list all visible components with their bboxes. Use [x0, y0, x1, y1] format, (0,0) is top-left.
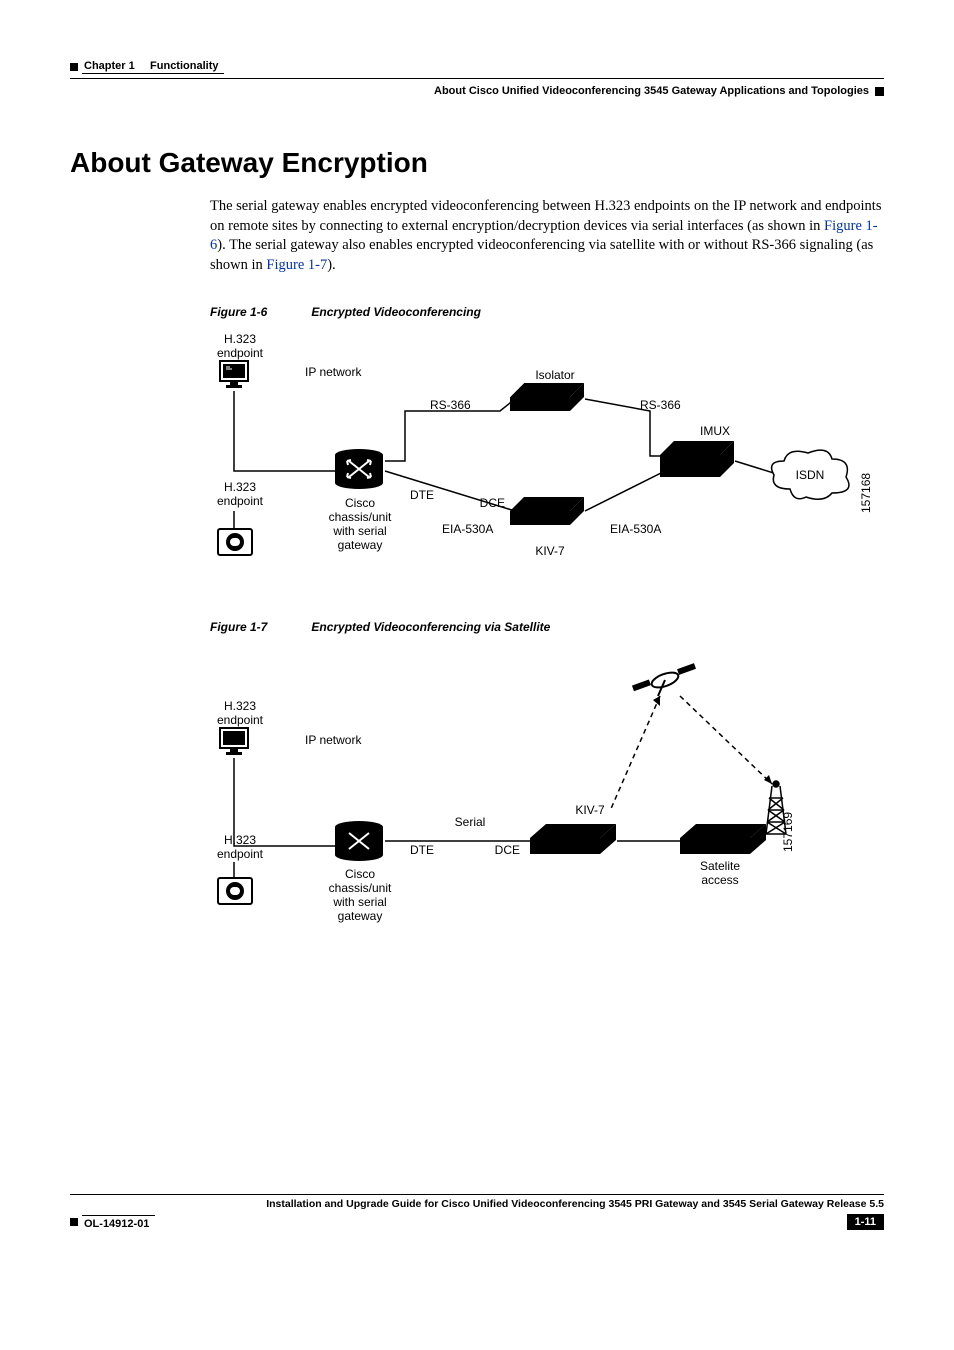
svg-text:DCE: DCE: [480, 496, 505, 510]
section-header: About Cisco Unified Videoconferencing 35…: [434, 85, 869, 97]
svg-text:157168: 157168: [859, 473, 870, 513]
figure-7-diagram: H.323 endpoint IP network H.323 endpoint: [210, 646, 884, 951]
svg-text:IP network: IP network: [305, 733, 362, 747]
svg-text:with serial: with serial: [332, 895, 386, 909]
svg-text:DTE: DTE: [410, 843, 434, 857]
svg-text:Satelite: Satelite: [700, 859, 740, 873]
svg-text:DCE: DCE: [495, 843, 520, 857]
body-paragraph: The serial gateway enables encrypted vid…: [210, 197, 884, 275]
svg-text:KIV-7: KIV-7: [575, 803, 605, 817]
figure-6-caption: Figure 1-6Encrypted Videoconferencing: [210, 305, 884, 319]
footer-ornament: [70, 1218, 78, 1226]
svg-text:Cisco: Cisco: [345, 867, 375, 881]
svg-text:RS-366: RS-366: [640, 398, 681, 412]
svg-text:endpoint: endpoint: [217, 713, 264, 727]
svg-text:access: access: [701, 873, 738, 887]
header-ornament-right: [875, 87, 884, 96]
svg-text:ISDN: ISDN: [796, 468, 825, 482]
footer-doc-title: Installation and Upgrade Guide for Cisco…: [70, 1198, 884, 1210]
figure-7-caption: Figure 1-7Encrypted Videoconferencing vi…: [210, 620, 884, 634]
svg-text:chassis/unit: chassis/unit: [329, 881, 392, 895]
svg-text:H.323: H.323: [224, 480, 256, 494]
page-title: About Gateway Encryption: [70, 147, 884, 179]
svg-text:H.323: H.323: [224, 833, 256, 847]
svg-text:H.323: H.323: [224, 332, 256, 346]
svg-text:EIA-530A: EIA-530A: [442, 522, 493, 536]
svg-text:gateway: gateway: [338, 909, 383, 923]
svg-text:H.323: H.323: [224, 699, 256, 713]
svg-text:DTE: DTE: [410, 488, 434, 502]
svg-text:chassis/unit: chassis/unit: [329, 510, 392, 524]
chapter-title: Functionality: [150, 60, 218, 72]
figure-link-1-7[interactable]: Figure 1-7: [266, 257, 327, 273]
page-number: 1-11: [847, 1214, 884, 1230]
svg-text:KIV-7: KIV-7: [535, 544, 565, 558]
svg-text:gateway: gateway: [338, 538, 383, 552]
page-header: Chapter 1 Functionality: [70, 60, 884, 74]
doc-id: OL-14912-01: [84, 1218, 149, 1230]
svg-text:Cisco: Cisco: [345, 496, 375, 510]
page-footer: Installation and Upgrade Guide for Cisco…: [70, 1194, 884, 1230]
svg-text:IP network: IP network: [305, 365, 362, 379]
svg-text:Isolator: Isolator: [535, 368, 574, 382]
chapter-label: Chapter 1: [84, 60, 135, 72]
svg-text:endpoint: endpoint: [217, 494, 264, 508]
svg-text:endpoint: endpoint: [217, 346, 264, 360]
header-ornament-left: [70, 63, 78, 71]
svg-text:Serial: Serial: [455, 815, 486, 829]
svg-text:with serial: with serial: [332, 524, 386, 538]
figure-6-diagram: H.323 endpoint IP network H.323 endpoint: [210, 331, 884, 586]
svg-text:157169: 157169: [781, 812, 795, 852]
svg-text:endpoint: endpoint: [217, 847, 264, 861]
svg-text:IMUX: IMUX: [700, 424, 730, 438]
svg-text:EIA-530A: EIA-530A: [610, 522, 661, 536]
svg-text:RS-366: RS-366: [430, 398, 471, 412]
